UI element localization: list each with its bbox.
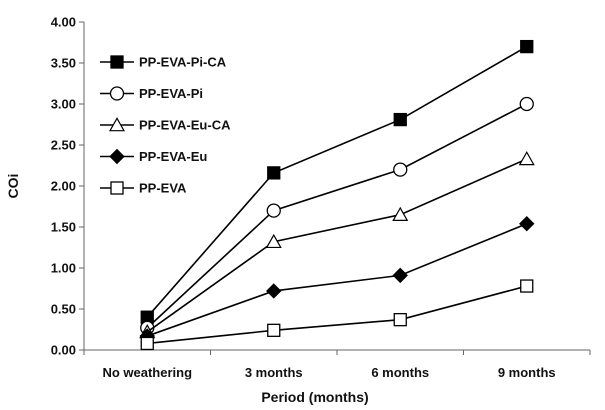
series-pp-eva-eu [139,216,535,344]
data-point [393,313,407,327]
y-tick-label: 3.00 [51,97,76,112]
legend-marker [109,86,125,101]
y-tick-label: 1.00 [51,261,76,276]
x-axis-title: Period (months) [261,389,368,405]
legend-item: PP-EVA [100,181,187,196]
data-point [520,279,534,293]
data-point [140,336,154,351]
legend-item: PP-EVA-Eu-CA [100,117,231,133]
data-point [266,203,281,218]
y-tick-label: 3.50 [51,56,76,71]
series-line [146,45,528,318]
legend-label: PP-EVA-Eu-CA [139,118,231,133]
y-tick-label: 0.00 [51,343,76,358]
legend-label: PP-EVA [139,181,187,196]
data-point [518,151,535,166]
x-tick-label: 9 months [498,365,556,380]
data-point [265,233,282,249]
y-tick-label: 2.50 [51,138,76,153]
legend: PP-EVA-Pi-CA PP-EVA-Pi PP-EVA-Eu-CA PP-EVA-… [100,55,231,196]
series-line [146,222,528,337]
data-point [267,323,281,337]
y-tick-label: 0.50 [51,302,76,317]
data-point [267,166,281,180]
x-tick-label: No weathering [102,365,192,380]
series-line [146,158,528,333]
data-point [392,267,408,284]
x-tick-label: 6 months [371,365,429,380]
series-pp-eva-eu-ca [139,151,535,339]
series-pp-eva-pi [140,96,534,336]
data-point [519,96,534,112]
data-point [393,112,407,127]
data-point [520,39,534,54]
legend-item: PP-EVA-Eu [100,148,207,165]
legend-item: PP-EVA-Pi-CA [100,55,227,70]
legend-marker [108,117,126,132]
series-line [146,103,528,329]
series-pp-eva-pi-ca [140,39,534,324]
data-point [392,206,409,221]
legend-marker [110,55,124,69]
legend-marker [109,148,125,165]
y-axis-title: COi [5,174,21,199]
series-line [147,285,527,345]
y-tick-label: 2.00 [51,179,76,194]
data-point [519,216,535,232]
data-point [266,283,282,299]
x-ticks: No weathering 3 months 6 months 9 months [83,350,591,380]
series-layer [139,39,535,351]
legend-label: PP-EVA-Pi [139,86,203,101]
legend-marker [110,181,124,195]
legend-label: PP-EVA-Pi-CA [139,55,227,70]
x-tick-label: 3 months [245,365,303,380]
y-tick-label: 1.50 [51,220,76,235]
y-tick-label: 4.00 [51,15,76,30]
y-ticks: 0.00 0.50 1.00 1.50 2.00 2.50 3.00 3.50 4.00 [51,15,84,358]
legend-item: PP-EVA-Pi [100,86,203,101]
legend-label: PP-EVA-Eu [139,149,207,164]
series-pp-eva [140,279,534,351]
data-point [393,162,408,177]
